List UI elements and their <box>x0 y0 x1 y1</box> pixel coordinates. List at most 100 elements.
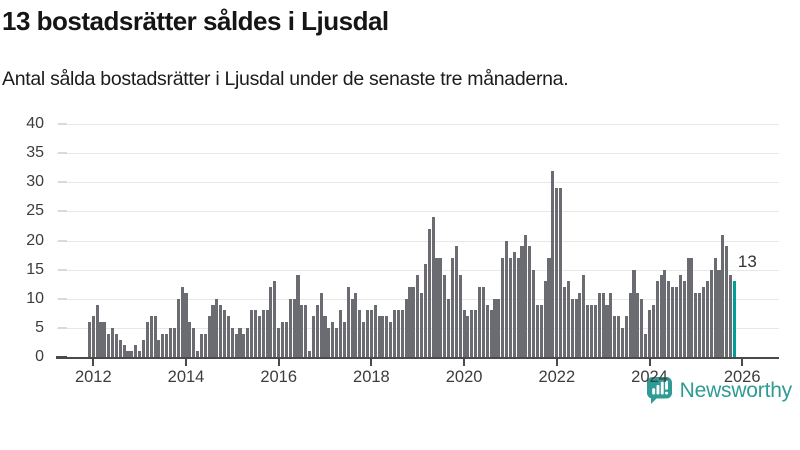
bar <box>385 316 389 357</box>
bar <box>574 298 578 357</box>
chart-subtitle: Antal sålda bostadsrätter i Ljusdal unde… <box>2 68 569 90</box>
x-axis-label: 2012 <box>74 368 112 386</box>
x-tick <box>555 359 558 366</box>
y-axis-label: 10 <box>26 289 44 307</box>
chart-area: 13 bostadsrätter såldes i Ljusdal Antal … <box>2 6 792 405</box>
bar <box>234 333 238 357</box>
bar <box>107 333 111 357</box>
bar <box>667 281 671 357</box>
bar <box>381 316 385 357</box>
x-axis-label: 2024 <box>631 368 668 386</box>
newsworthy-logo[interactable]: Newsworthy <box>646 376 792 405</box>
bar <box>701 287 706 357</box>
bar <box>103 322 107 357</box>
bar <box>528 246 532 357</box>
bar <box>87 322 91 357</box>
bar <box>196 351 200 357</box>
bar <box>501 257 505 357</box>
bar <box>524 234 528 357</box>
bar <box>447 298 451 357</box>
x-tick <box>648 359 651 366</box>
bar <box>327 327 331 357</box>
bar <box>238 327 242 357</box>
bar <box>674 287 679 357</box>
bar <box>342 322 346 357</box>
bar <box>609 292 613 357</box>
y-axis-label: 15 <box>26 260 44 278</box>
x-axis-label: 2016 <box>260 368 298 386</box>
bar <box>280 322 285 357</box>
bar <box>149 316 153 357</box>
bar <box>493 298 497 357</box>
bar <box>319 292 323 357</box>
bar <box>481 287 485 357</box>
bar <box>644 333 648 357</box>
bar <box>412 287 416 357</box>
bar <box>725 246 729 357</box>
bar <box>570 298 574 357</box>
bar <box>474 310 478 357</box>
y-axis-label: 20 <box>26 231 44 249</box>
bar <box>589 304 594 357</box>
bar <box>640 298 644 357</box>
y-axis-label: 5 <box>35 318 44 336</box>
last-value-annotation: 13 <box>737 252 757 272</box>
x-tick <box>185 359 187 366</box>
bar <box>257 316 261 357</box>
bar <box>551 170 555 357</box>
bar <box>203 333 207 357</box>
bar <box>211 304 215 357</box>
bar <box>566 281 570 357</box>
y-tick <box>58 181 67 184</box>
bar <box>578 292 582 357</box>
bar <box>462 310 466 357</box>
bar <box>655 281 659 357</box>
y-axis-label: 35 <box>26 144 44 162</box>
bar <box>130 351 134 357</box>
gridline <box>57 240 779 242</box>
bar <box>114 333 118 357</box>
bar <box>663 269 667 357</box>
bar <box>373 304 377 357</box>
bar <box>516 257 520 357</box>
bar <box>450 257 455 357</box>
bar <box>698 292 702 357</box>
bar <box>323 316 327 357</box>
bar <box>199 333 203 357</box>
bar <box>443 275 447 357</box>
bar <box>331 322 335 357</box>
bar <box>713 257 717 357</box>
bar <box>153 316 157 357</box>
bar <box>562 287 567 357</box>
bar <box>215 298 219 357</box>
bar <box>134 345 138 357</box>
bar <box>168 327 173 357</box>
bar <box>678 275 682 357</box>
bar <box>659 275 663 357</box>
bar <box>300 304 304 357</box>
bar <box>520 246 524 357</box>
bar <box>651 304 655 357</box>
bar <box>358 310 362 357</box>
bar <box>118 339 122 357</box>
bar <box>308 351 312 357</box>
bar <box>601 292 605 357</box>
x-axis-label: 2022 <box>538 368 576 386</box>
bar <box>250 310 254 357</box>
bar <box>454 246 458 357</box>
bar <box>277 327 281 357</box>
x-tick <box>741 359 744 366</box>
bar <box>311 316 315 357</box>
gridline <box>57 153 779 155</box>
bar <box>284 322 288 357</box>
bar <box>269 287 273 357</box>
gridline <box>57 269 779 271</box>
bar <box>91 316 95 357</box>
bar <box>512 252 516 357</box>
bar <box>624 316 628 357</box>
bar <box>617 316 621 357</box>
bar <box>682 281 686 357</box>
bar <box>632 269 636 357</box>
bar <box>613 316 617 357</box>
x-axis-label: 2020 <box>445 368 483 386</box>
